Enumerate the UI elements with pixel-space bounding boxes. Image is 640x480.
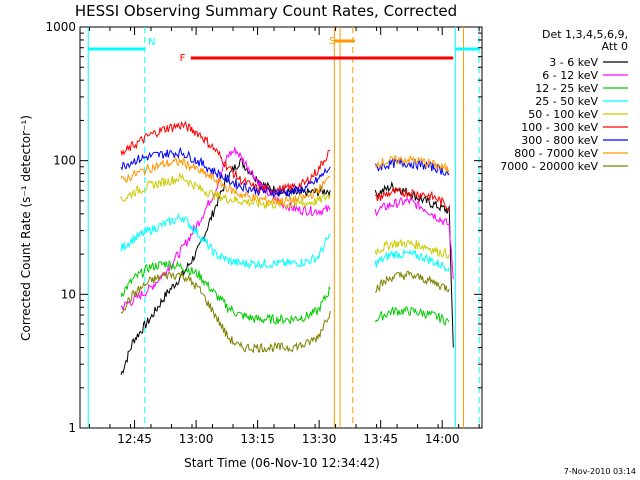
legend-label-8: 7000 - 20000 keV — [500, 160, 598, 173]
series-7-segment-0 — [120, 157, 331, 207]
legend-label-2: 12 - 25 keV — [535, 82, 598, 95]
x-tick-label-1: 13:00 — [179, 432, 214, 446]
series-2-segment-1 — [374, 305, 450, 326]
y-tick-label-3: 1000 — [45, 20, 76, 34]
series-4-segment-1 — [374, 238, 450, 259]
series-3-segment-1 — [374, 248, 450, 272]
series-2-segment-0 — [120, 259, 331, 326]
series-1-segment-1 — [374, 196, 454, 280]
generated-timestamp: 7-Nov-2010 03:14 — [564, 467, 636, 476]
plot-frame — [79, 26, 483, 429]
legend-label-4: 50 - 100 keV — [528, 108, 598, 121]
series-6-segment-0 — [120, 147, 331, 199]
series-7-segment-1 — [374, 155, 450, 174]
legend-label-7: 800 - 7000 keV — [514, 147, 598, 160]
plot-area: N F S — [79, 26, 483, 429]
state-label-N: N — [148, 37, 155, 48]
chart-title: HESSI Observing Summary Count Rates, Cor… — [75, 2, 457, 20]
legend-label-3: 25 - 50 keV — [535, 95, 598, 108]
legend-label-6: 300 - 800 keV — [521, 134, 598, 147]
legend-label-1: 6 - 12 keV — [542, 69, 598, 82]
y-tick-label-2: 100 — [53, 154, 76, 168]
x-axis: 12:45 13:00 13:15 13:30 13:45 14:00 — [88, 27, 480, 446]
series-4-segment-0 — [120, 172, 331, 210]
y-tick-label-1: 10 — [61, 287, 76, 301]
y-axis-label: Corrected Count Rate (s⁻¹ detector⁻¹) — [19, 115, 33, 341]
x-axis-label: Start Time (06-Nov-10 12:34:42) — [184, 456, 380, 470]
y-tick-label-0: 1 — [68, 421, 76, 435]
x-tick-label-5: 14:00 — [425, 432, 460, 446]
series-3-segment-0 — [120, 213, 331, 270]
x-tick-label-3: 13:30 — [302, 432, 337, 446]
y-axis: 1 10 100 1000 — [45, 20, 482, 435]
x-tick-label-0: 12:45 — [117, 432, 152, 446]
state-label-F: F — [180, 53, 186, 64]
legend-label-5: 100 - 300 keV — [521, 121, 598, 134]
legend-label-0: 3 - 6 keV — [549, 56, 598, 69]
x-tick-label-4: 13:45 — [363, 432, 398, 446]
state-label-S: S — [329, 36, 335, 47]
series-8-segment-0 — [120, 271, 331, 354]
legend-header-line-2: Att 0 — [602, 40, 628, 53]
x-tick-label-2: 13:15 — [240, 432, 275, 446]
series-5-segment-1 — [374, 187, 450, 212]
legend-header-line-1: Det 1,3,4,5,6,9, — [542, 28, 628, 41]
series-8-segment-1 — [374, 270, 450, 294]
series-6-segment-1 — [374, 157, 450, 176]
